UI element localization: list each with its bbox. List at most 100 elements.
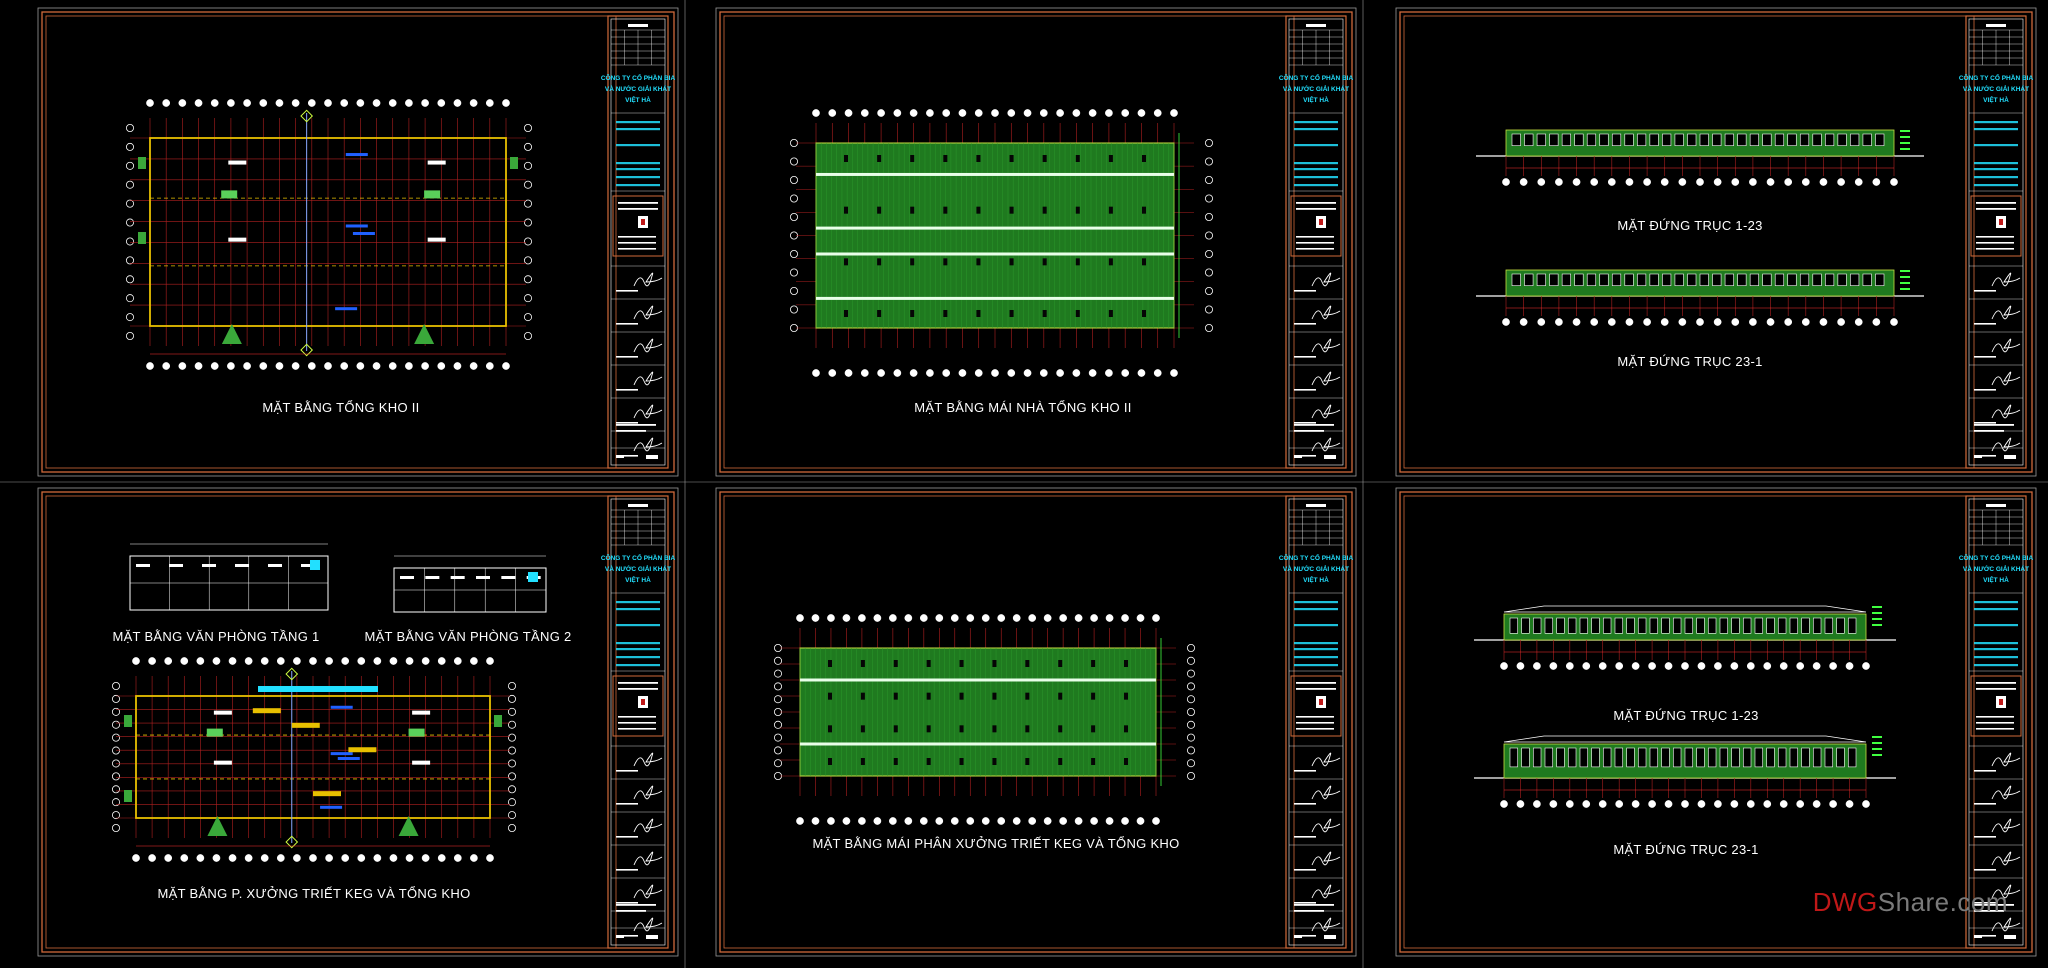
axis-bubble <box>340 99 349 107</box>
axis-bubble <box>507 733 516 742</box>
sheet-border-inner <box>723 495 1295 949</box>
sheet-name-bar <box>1294 910 1324 912</box>
axis-bubble <box>524 275 533 284</box>
logo-mark-inner <box>641 699 645 705</box>
title-block-inner <box>1288 18 1344 466</box>
sheet-name-bar <box>616 910 646 912</box>
sheet-name-bar <box>616 904 656 906</box>
axis-bubble <box>389 854 398 862</box>
axis-bubble <box>437 99 446 107</box>
info-text-bar <box>1294 664 1338 667</box>
facade-window <box>1544 617 1553 634</box>
level-tag <box>1872 612 1882 614</box>
axis-bubble <box>1500 800 1508 808</box>
axis-bubble <box>1187 644 1196 653</box>
drawing-sheet-4: CÔNG TY CỔ PHẦN BIA VÀ NƯỚC GIẢI KHÁT VIỆT… <box>37 487 679 957</box>
facade-window <box>1673 747 1682 768</box>
facade-window <box>1766 617 1775 634</box>
facade-window <box>1603 747 1612 768</box>
axis-bubble <box>373 657 382 665</box>
axis-bubble <box>966 817 975 825</box>
blue-annotation <box>330 752 353 756</box>
axis-bubble <box>372 99 381 107</box>
level-tag <box>1900 276 1910 278</box>
company-name-line: VÀ NƯỚC GIẢI KHÁT <box>605 84 671 93</box>
axis-bubble <box>1153 109 1162 117</box>
axis-bubble <box>1012 614 1021 622</box>
axis-bubble <box>812 369 820 377</box>
axis-bubble <box>889 817 897 825</box>
axis-bubble <box>1205 212 1214 221</box>
signature-label-bar <box>616 389 638 391</box>
axis-bubble <box>1862 662 1870 670</box>
axis-bubble <box>1565 800 1574 808</box>
facade-window <box>1544 747 1553 768</box>
signature-scribble <box>1991 917 2021 932</box>
axis-bubble <box>1072 369 1081 377</box>
door-marker <box>221 190 238 199</box>
signature-label-bar <box>1294 770 1316 772</box>
axis-bubble <box>356 99 365 107</box>
roof-drain <box>1142 310 1146 317</box>
axis-bubble <box>388 362 397 370</box>
axis-bubble <box>1072 109 1081 117</box>
approval-text-bar <box>618 722 656 724</box>
axis-bubble <box>981 817 990 825</box>
roof-ridge-line <box>816 296 1174 300</box>
facade-window <box>1848 617 1857 634</box>
axis-bubble <box>507 824 516 833</box>
sheet-border-outer <box>719 491 1353 953</box>
facade-window <box>1708 747 1717 768</box>
sheet-scale <box>1974 935 1982 938</box>
info-text-bar <box>1294 144 1338 147</box>
axis-bubble <box>1763 662 1772 670</box>
roof-drain <box>1058 660 1063 667</box>
axis-bubble <box>966 614 975 622</box>
signature-label-bar <box>1294 389 1316 391</box>
axis-bubble <box>1205 138 1214 147</box>
axis-bubble <box>372 362 381 370</box>
axis-bubble <box>877 109 885 117</box>
level-tag <box>1872 606 1882 608</box>
roof-ridge-line <box>816 252 1174 256</box>
axis-bubble <box>112 733 121 742</box>
roof-drain <box>1058 758 1063 765</box>
axis-bubble <box>860 109 869 117</box>
sheet-number <box>1324 935 1336 939</box>
signature-scribble <box>633 752 663 767</box>
signature-label-bar <box>1974 356 1996 358</box>
axis-bubble <box>1607 178 1616 186</box>
axis-bubble <box>309 854 317 862</box>
axis-bubble <box>1136 817 1145 825</box>
signature-label-bar <box>1294 290 1316 292</box>
roof-profile <box>1503 605 1867 613</box>
sheet-scale <box>1974 455 1982 458</box>
sheet-border-inner <box>723 15 1295 469</box>
facade-window <box>1743 747 1752 768</box>
signature-scribble <box>1311 917 1341 932</box>
signature-label-bar <box>1294 836 1316 838</box>
sheet-name-bar <box>616 424 656 426</box>
drawing-title: MẶT BẰNG MÁI PHÂN XƯỞNG TRIẾT KEG VÀ TỔN… <box>812 836 1179 851</box>
facade-window <box>1749 133 1759 146</box>
room-label <box>228 160 247 165</box>
axis-bubble <box>1615 800 1624 808</box>
level-tag <box>1900 270 1910 272</box>
axis-bubble <box>126 142 135 151</box>
axis-bubble <box>469 362 478 370</box>
approval-text-bar <box>1296 682 1336 684</box>
sheet-name-bar <box>1974 424 2014 426</box>
axis-bubble <box>1598 662 1607 670</box>
facade-window <box>1875 133 1885 146</box>
section-marker <box>300 109 314 123</box>
facade-window <box>1731 747 1740 768</box>
facade-window <box>1862 133 1872 146</box>
signature-scribble <box>633 371 663 386</box>
sheet-paper-edge <box>715 487 1357 957</box>
roof-drain <box>1025 692 1030 700</box>
axis-bubble <box>1582 662 1591 670</box>
axis-bubble <box>858 614 866 622</box>
roof-drain <box>844 206 848 214</box>
axis-bubble <box>950 614 959 622</box>
sheet-border-outer <box>41 11 675 473</box>
